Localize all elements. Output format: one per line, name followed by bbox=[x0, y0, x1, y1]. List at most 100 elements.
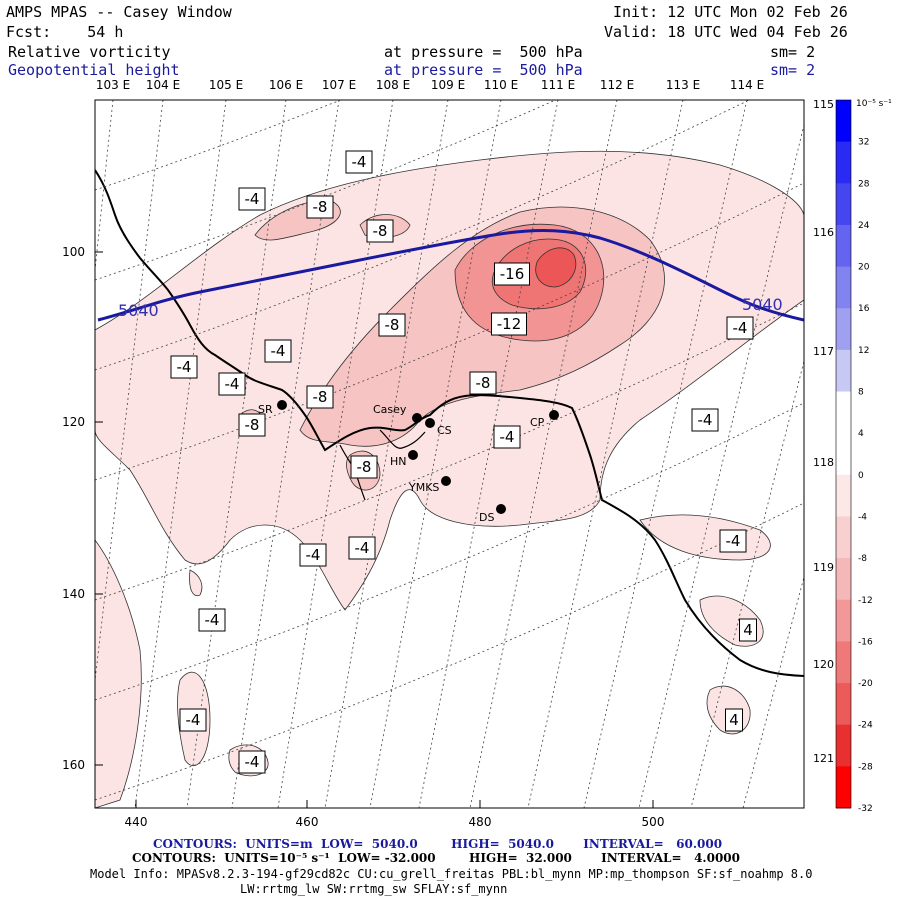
colorbar-swatch bbox=[836, 266, 851, 309]
colorbar-swatch bbox=[836, 724, 851, 767]
svg-text:-16: -16 bbox=[500, 265, 525, 283]
svg-text:-4: -4 bbox=[245, 190, 260, 208]
longitude-label: 112 E bbox=[600, 78, 634, 92]
geopotential-5040-contour bbox=[97, 229, 804, 322]
x-tick-label: 480 bbox=[469, 815, 492, 829]
height-contour-label: 5040 bbox=[742, 295, 783, 314]
colorbar-swatch bbox=[836, 100, 851, 143]
vorticity-contour-label: -8 bbox=[378, 313, 406, 337]
colorbar-swatch bbox=[836, 599, 851, 642]
colorbar-swatch bbox=[836, 308, 851, 351]
coastline bbox=[95, 169, 804, 677]
field1-name: Relative vorticity bbox=[8, 43, 171, 61]
colorbar-swatch bbox=[836, 474, 851, 517]
colorbar-label: 0 bbox=[858, 471, 864, 481]
colorbar-swatch bbox=[836, 224, 851, 268]
colorbar-label: 32 bbox=[858, 138, 869, 148]
vorticity-contour-label: -4 bbox=[345, 150, 373, 174]
vorticity-contour-label: -8 bbox=[238, 413, 266, 437]
longitude-label: 111 E bbox=[541, 78, 575, 92]
colorbar-label: -4 bbox=[858, 512, 867, 522]
svg-text:CS: CS bbox=[437, 424, 452, 437]
svg-text:CP: CP bbox=[530, 416, 545, 429]
svg-text:-4: -4 bbox=[698, 411, 713, 429]
vorticity-contour-label: -8 bbox=[306, 385, 334, 409]
vorticity-contour-label: -4 bbox=[198, 608, 226, 632]
colorbar-label: 28 bbox=[858, 179, 870, 189]
svg-text:-12: -12 bbox=[497, 315, 522, 333]
colorbar-label: 4 bbox=[858, 429, 864, 439]
valid-time: Valid: 18 UTC Wed 04 Feb 26 bbox=[604, 23, 848, 41]
station-marker: HN bbox=[390, 450, 418, 468]
vorticity-contour-label: -4 bbox=[238, 750, 266, 774]
x-tick-label: 500 bbox=[642, 815, 665, 829]
colorbar-unit: 10⁻⁵ s⁻¹ bbox=[856, 99, 892, 109]
colorbar-swatch bbox=[836, 391, 851, 434]
footer-model-info: Model Info: MPASv8.2.3-194-gf29cd82c CU:… bbox=[90, 867, 813, 881]
vorticity-contour-label: -4 bbox=[218, 372, 246, 396]
svg-text:HN: HN bbox=[390, 455, 407, 468]
svg-text:-8: -8 bbox=[313, 388, 328, 406]
svg-text:-4: -4 bbox=[271, 342, 286, 360]
svg-text:-8: -8 bbox=[373, 222, 388, 240]
svg-text:-4: -4 bbox=[355, 539, 370, 557]
vorticity-contour-label: -12 bbox=[491, 312, 527, 336]
svg-text:-4: -4 bbox=[245, 753, 260, 771]
longitude-label: 107 E bbox=[322, 78, 356, 92]
forecast-hour: Fcst: 54 h bbox=[6, 23, 124, 41]
svg-text:4: 4 bbox=[729, 711, 739, 729]
x-tick-label: 460 bbox=[296, 815, 319, 829]
svg-text:-8: -8 bbox=[476, 374, 491, 392]
longitude-label: 104 E bbox=[146, 78, 180, 92]
vorticity-contour-label: -8 bbox=[350, 455, 378, 479]
title: AMPS MPAS -- Casey Window bbox=[6, 3, 232, 21]
svg-text:YMKS: YMKS bbox=[408, 481, 439, 494]
footer-vorticity-contours: CONTOURS: UNITS=10⁻⁵ s⁻¹ LOW= -32.000 HI… bbox=[132, 851, 740, 865]
svg-text:-8: -8 bbox=[357, 458, 372, 476]
field2-name: Geopotential height bbox=[8, 61, 180, 79]
colorbar-label: -24 bbox=[858, 721, 873, 731]
station-marker: SR bbox=[258, 400, 287, 416]
svg-text:-4: -4 bbox=[352, 153, 367, 171]
colorbar-label: 16 bbox=[858, 304, 870, 314]
vorticity-contour-label: 4 bbox=[739, 618, 757, 642]
colorbar-label: -16 bbox=[858, 637, 873, 647]
colorbar-swatch bbox=[836, 433, 851, 476]
longitude-label: 114 E bbox=[730, 78, 764, 92]
colorbar: 10⁻⁵ s⁻¹ 32 28 24 20 16 12 8 4 0 -4 -8 -12 -16 -20 -24 -… bbox=[835, 99, 892, 814]
svg-text:-4: -4 bbox=[205, 611, 220, 629]
vorticity-contour-label: -4 bbox=[691, 408, 719, 432]
y-tick-label: 100 bbox=[62, 245, 85, 259]
svg-text:-8: -8 bbox=[313, 198, 328, 216]
svg-text:-4: -4 bbox=[733, 319, 748, 337]
vorticity-contour-label: -8 bbox=[366, 219, 394, 243]
longitude-label: 113 E bbox=[666, 78, 700, 92]
longitude-label: 108 E bbox=[376, 78, 410, 92]
station-marker: Casey bbox=[373, 403, 422, 423]
vorticity-contour-label: 4 bbox=[725, 708, 743, 732]
svg-text:Casey: Casey bbox=[373, 403, 407, 416]
vorticity-contour-label: -4 bbox=[726, 316, 754, 340]
vorticity-contour-label: -4 bbox=[179, 708, 207, 732]
svg-text:DS: DS bbox=[479, 511, 494, 524]
svg-text:-4: -4 bbox=[500, 428, 515, 446]
y-tick-label: 160 bbox=[62, 758, 85, 772]
vorticity-contour-label: -4 bbox=[238, 187, 266, 211]
plot-frame bbox=[94, 99, 805, 809]
vorticity-contour-label: -4 bbox=[493, 425, 521, 449]
svg-text:-4: -4 bbox=[225, 375, 240, 393]
y-tick-label: 120 bbox=[62, 415, 85, 429]
svg-text:-4: -4 bbox=[726, 532, 741, 550]
svg-text:-8: -8 bbox=[385, 316, 400, 334]
svg-text:-4: -4 bbox=[186, 711, 201, 729]
colorbar-swatch bbox=[836, 183, 851, 226]
colorbar-label: 12 bbox=[858, 346, 869, 356]
colorbar-label: -20 bbox=[858, 679, 873, 689]
vorticity-contour-label: -8 bbox=[306, 195, 334, 219]
vorticity-contour-label: -4 bbox=[264, 339, 292, 363]
colorbar-label: 24 bbox=[858, 221, 870, 231]
colorbar-swatch bbox=[836, 641, 851, 684]
station-marker: DS bbox=[479, 504, 506, 524]
init-time: Init: 12 UTC Mon 02 Feb 26 bbox=[613, 3, 848, 21]
